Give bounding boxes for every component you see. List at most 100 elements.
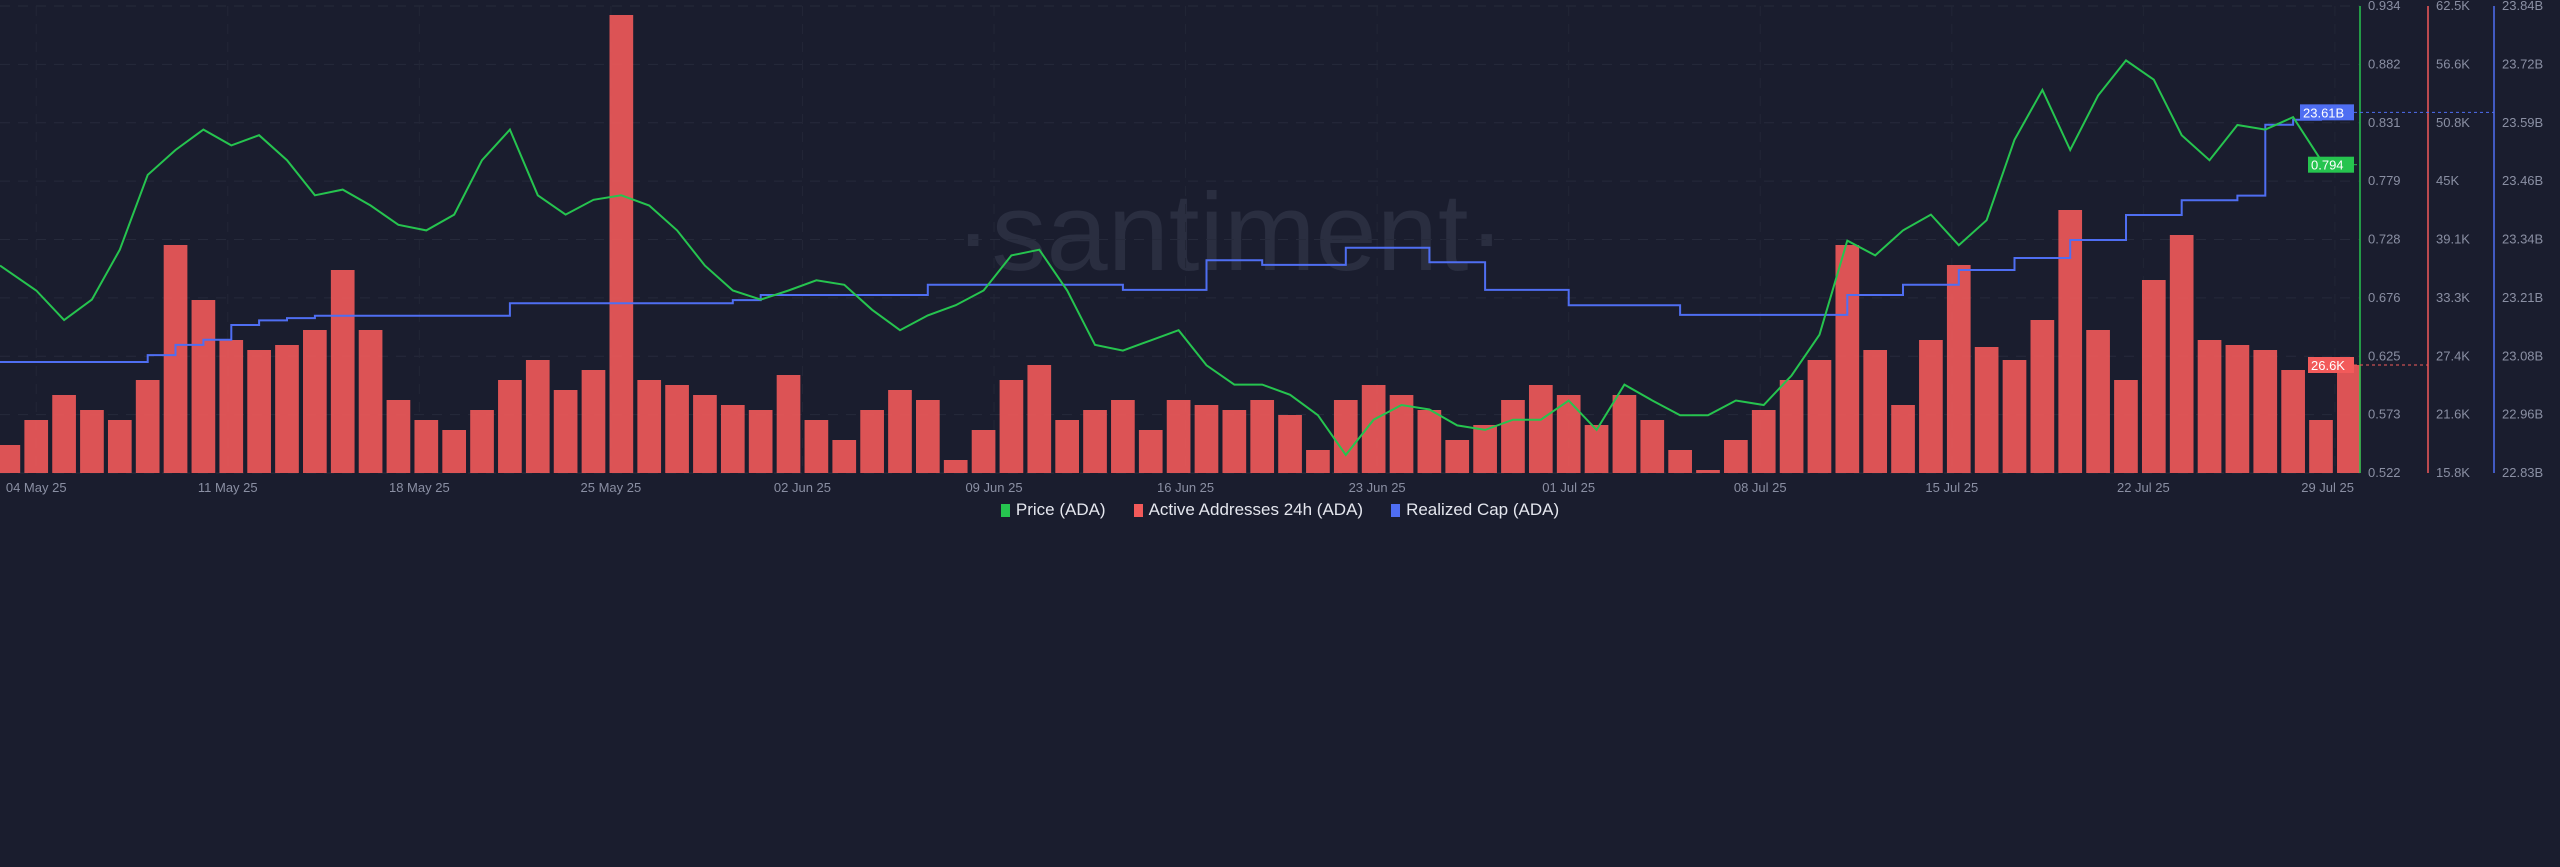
active-addresses-bars [0,15,2361,473]
x-tick-label: 04 May 25 [6,480,67,495]
price-tick-label: 0.625 [2368,348,2401,363]
active-addresses-bar [498,380,522,473]
active-addresses-bar [24,420,49,473]
x-tick-label: 25 May 25 [581,480,642,495]
active-addresses-bar [2281,370,2305,473]
price-tick-label: 0.882 [2368,56,2401,71]
x-tick-label: 09 Jun 25 [965,480,1022,495]
active-addresses-bar [553,390,578,473]
active-addresses-bar [2141,280,2166,473]
active-addresses-bar [1111,400,1135,473]
cap-tick-label: 23.34B [2502,232,2543,247]
active-addresses-bar [693,395,717,473]
active-addresses-bar [748,410,773,473]
price-tick-label: 0.573 [2368,407,2401,422]
chart: ·santiment· 04 May 25 11 May 25 18 May 25 2… [0,0,2543,495]
legend-realized-cap[interactable]: Realized Cap (ADA) [1391,500,1559,520]
active-addresses-bar [0,445,21,473]
x-tick-label: 11 May 25 [198,480,258,495]
x-tick-label: 16 Jun 25 [1157,480,1214,495]
realized-cap-swatch [1391,503,1401,517]
cap-tick-label: 23.46B [2502,173,2543,188]
active-addresses-bar [330,270,355,473]
x-tick-label: 29 Jul 25 [2301,480,2354,495]
price-tick-label: 0.676 [2368,290,2401,305]
active-addresses-bar [2169,235,2194,473]
active-addresses-bar [2086,330,2110,473]
active-addresses-bar [943,460,968,473]
active-addresses-bar [1584,425,1609,473]
active-addresses-bar [1194,405,1219,473]
active-addresses-bar [1445,440,1470,473]
active-addresses-bar [1640,420,1665,473]
x-tick-label: 18 May 25 [389,480,450,495]
active-addresses-bar [1528,385,1553,473]
active-addresses-bar [1055,420,1079,473]
active-addresses-bar [525,360,550,473]
active-addresses-bar [219,340,244,473]
active-addresses-bar [1863,350,1888,473]
active-addresses-bar [1250,400,1275,473]
active-addresses-bar [1751,410,1776,473]
active-addresses-bar [1668,450,1692,473]
active-addresses-bar [1361,385,1386,473]
active-addresses-bar [470,410,494,473]
active-addresses-bar [1807,360,1832,473]
active-addresses-bar [163,245,188,473]
active-addresses-bar [915,400,940,473]
active-addresses-bar [1027,365,1052,473]
price-current-value: 0.794 [2311,158,2344,173]
active-tick-label: 15.8K [2436,465,2470,480]
active-addresses-bar [2309,420,2333,473]
active-tick-label: 33.3K [2436,290,2470,305]
active-addresses-bar [888,390,912,473]
active-addresses-bar [1138,430,1163,473]
legend-label: Active Addresses 24h (ADA) [1148,500,1364,519]
price-tick-label: 0.779 [2368,173,2401,188]
active-addresses-bar [2030,320,2055,473]
active-addresses-bar [1306,450,1330,473]
active-addresses-bar [80,410,104,473]
cap-tick-label: 23.08B [2502,348,2543,363]
x-tick-label: 02 Jun 25 [774,480,831,495]
legend-active-addresses[interactable]: Active Addresses 24h (ADA) [1133,500,1364,520]
active-tick-label: 39.1K [2436,232,2470,247]
active-addresses-bar [2002,360,2027,473]
active-addresses-bar [52,395,76,473]
x-tick-label: 08 Jul 25 [1734,480,1787,495]
x-tick-label: 23 Jun 25 [1349,480,1406,495]
active-addresses-bar [609,15,634,473]
active-addresses-bar [386,400,411,473]
active-addresses-bar [1333,400,1358,473]
active-addresses-swatch [1133,503,1143,517]
active-addresses-bar [191,300,216,473]
legend-price[interactable]: Price (ADA) [1000,500,1106,520]
active-addresses-bar [1417,410,1442,473]
active-addresses-bar [804,420,829,473]
active-addresses-bar [832,440,857,473]
active-tick-label: 45K [2436,173,2459,188]
active-addresses-bar [1835,245,1860,473]
active-addresses-bar [971,430,996,473]
active-addresses-bar [2253,350,2278,473]
price-tick-label: 0.522 [2368,465,2401,480]
active-addresses-bar [2197,340,2222,473]
active-addresses-bar [414,420,439,473]
active-addresses-bar [1919,340,1943,473]
active-tick-label: 27.4K [2436,348,2470,363]
legend: Price (ADA) Active Addresses 24h (ADA) R… [0,500,2560,520]
active-tick-label: 62.5K [2436,0,2470,13]
x-tick-label: 22 Jul 25 [2117,480,2170,495]
active-addresses-bar [303,330,327,473]
active-addresses-bar [1974,347,1999,473]
watermark: ·santiment· [955,171,1505,294]
active-addresses-bar [358,330,383,473]
cap-tick-label: 23.21B [2502,290,2543,305]
active-addresses-bar [1083,410,1107,473]
x-tick-label: 01 Jul 25 [1542,480,1595,495]
active-addresses-bar [1389,395,1414,473]
active-tick-label: 56.6K [2436,56,2470,71]
cap-tick-label: 23.59B [2502,115,2543,130]
cap-tick-label: 22.96B [2502,407,2543,422]
x-tick-label: 15 Jul 25 [1925,480,1978,495]
